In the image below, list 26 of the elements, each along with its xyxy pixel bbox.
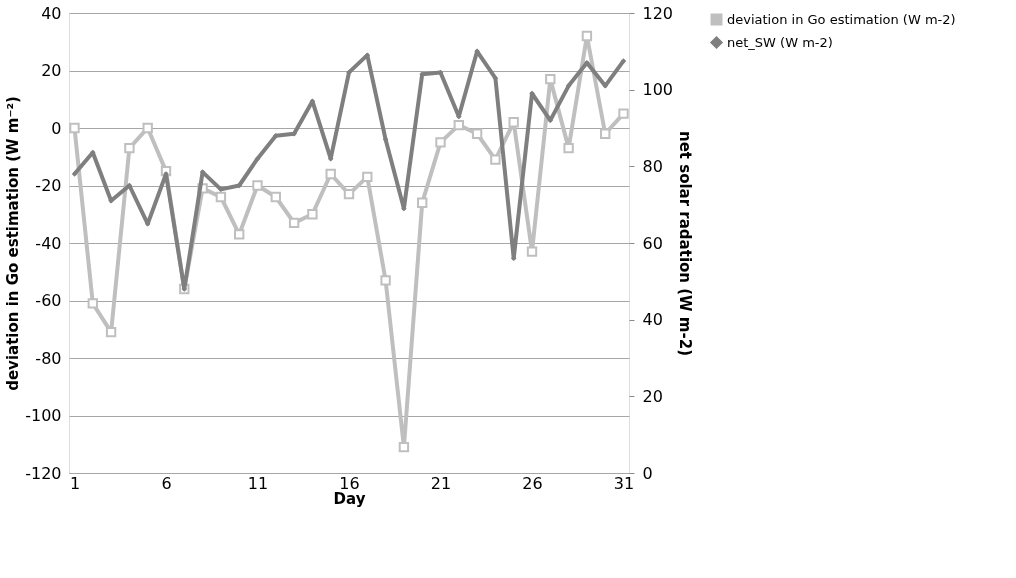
y2-tick-label: 100 xyxy=(642,80,674,100)
legend-label: net_SW (W m-2) xyxy=(727,34,833,50)
y2-tick-label: 40 xyxy=(642,310,663,330)
x-tick-label: 31 xyxy=(613,473,635,493)
x-tick-label: 21 xyxy=(430,473,452,493)
y-tick-label: -80 xyxy=(35,348,62,368)
legend-label: deviation in Go estimation (W m-2) xyxy=(727,11,956,27)
y2-tick-label: 0 xyxy=(642,463,653,483)
x-tick-label: 26 xyxy=(522,473,543,493)
y-tick-label: 40 xyxy=(41,3,62,23)
y2-tick-label: 60 xyxy=(642,233,663,253)
y-tick-label: -100 xyxy=(25,406,62,425)
y-tick-label: 20 xyxy=(41,61,62,80)
y2-tick-label: 80 xyxy=(642,156,663,176)
y-tick-label: -40 xyxy=(35,233,62,253)
y2-tick-label: 20 xyxy=(642,386,663,406)
y-axis-title: deviation in Go estimation (W m⁻²) xyxy=(4,96,23,391)
x-tick-label: 6 xyxy=(161,473,172,493)
y-tick-label: -20 xyxy=(35,176,62,195)
x-tick-label: 1 xyxy=(69,473,81,493)
y-tick-label: 0 xyxy=(51,118,62,138)
y-tick-label: -120 xyxy=(25,463,62,483)
x-tick-label: 11 xyxy=(247,473,269,493)
y2-tick-label: 120 xyxy=(642,3,674,23)
y-tick-label: -60 xyxy=(35,291,62,310)
y2-axis-title: net solar radation (W m-2) xyxy=(676,130,695,357)
